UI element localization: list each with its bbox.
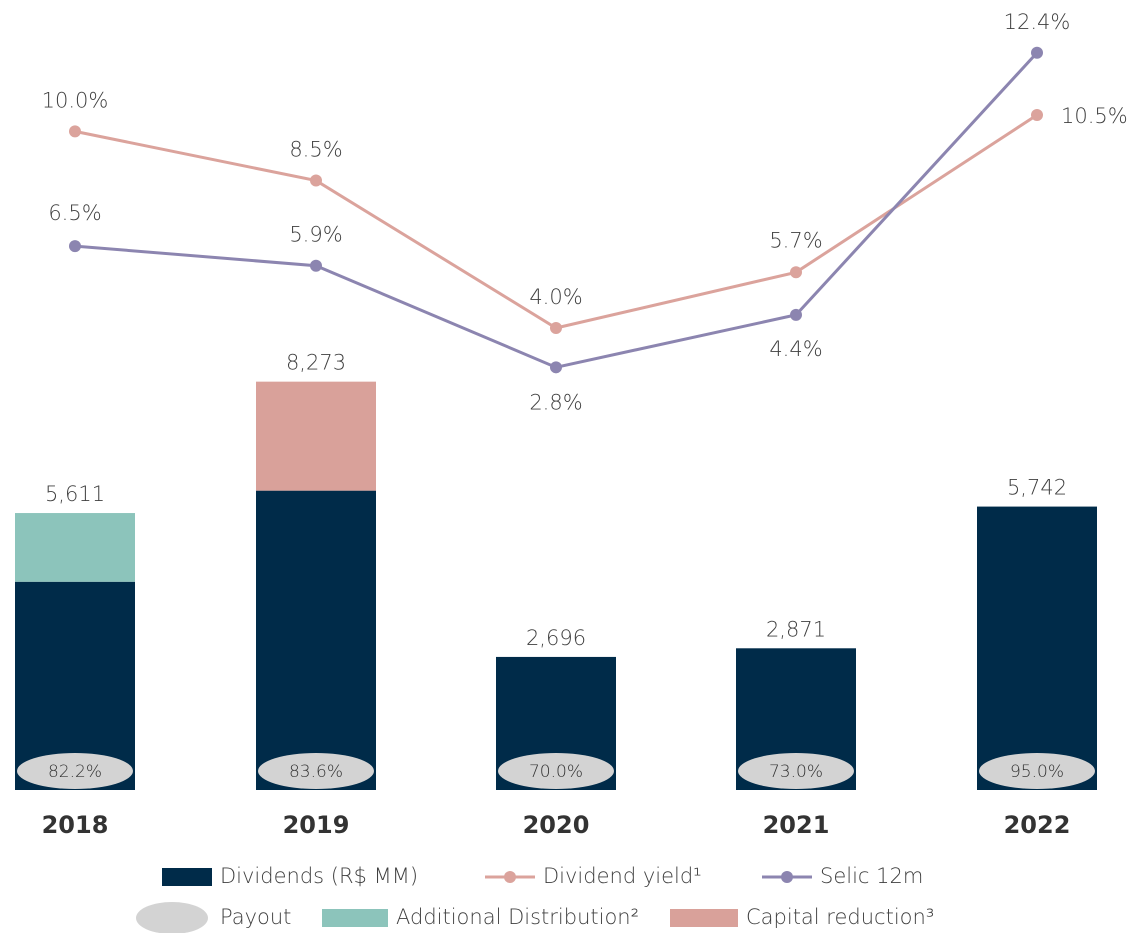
legend-label: Dividend yield¹ [543,864,702,888]
bar-segment [977,506,1097,790]
legend-swatch [670,909,738,927]
payout-label: 83.6% [289,762,343,782]
payout-badge [17,753,133,789]
legend-swatch [322,909,388,927]
legend-swatch [162,868,212,886]
payout-label: 82.2% [48,762,102,782]
total-label: 8,273 [286,351,346,375]
payout-label: 95.0% [1010,762,1064,782]
total-label: 5,611 [45,482,105,506]
legend-label: Capital reduction³ [746,905,934,929]
line-point [550,361,562,374]
payout-badge [258,753,374,789]
total-label: 2,696 [526,626,586,650]
line-point [69,240,81,253]
payout-label: 73.0% [769,762,823,782]
line-point [69,125,81,138]
line [74,51,1039,369]
x-tick-label: 2021 [763,811,830,839]
payout-badge [498,753,614,789]
line-point [310,174,322,187]
legend-swatch [136,902,208,933]
bar-segment [256,381,376,491]
point-label: 4.4% [769,337,822,361]
point-label: 8.5% [289,138,342,162]
point-label: 4.0% [529,285,582,309]
point-label: 12.4% [1004,10,1071,34]
line-point [1031,46,1043,59]
legend-swatch [504,871,516,883]
x-tick-label: 2020 [523,811,590,839]
x-tick-label: 2019 [283,811,350,839]
point-label: 10.0% [42,88,109,112]
line-point [550,322,562,334]
payout-badge [738,753,854,789]
line-point [790,266,802,279]
legend-label: Dividends (R$ MM) [220,864,418,888]
line-point [790,308,802,321]
legend-swatch [781,871,793,883]
total-label: 5,742 [1007,476,1067,500]
legend-label: Payout [220,905,291,929]
point-label: 5.7% [769,228,822,252]
x-tick-label: 2022 [1004,811,1071,839]
bar-segment [15,513,135,582]
legend-label: Additional Distribution² [396,905,639,929]
point-label: 10.5% [1061,104,1128,128]
x-tick-label: 2018 [42,811,109,839]
line-point [1031,109,1043,122]
payout-badge [979,753,1095,789]
bar-segment [256,490,376,790]
point-label: 5.9% [289,223,342,247]
point-label: 6.5% [48,201,101,225]
payout-label: 70.0% [529,762,583,782]
legend-label: Selic 12m [820,864,923,888]
total-label: 2,871 [766,617,826,641]
point-label: 2.8% [529,390,582,414]
line-point [310,259,322,272]
